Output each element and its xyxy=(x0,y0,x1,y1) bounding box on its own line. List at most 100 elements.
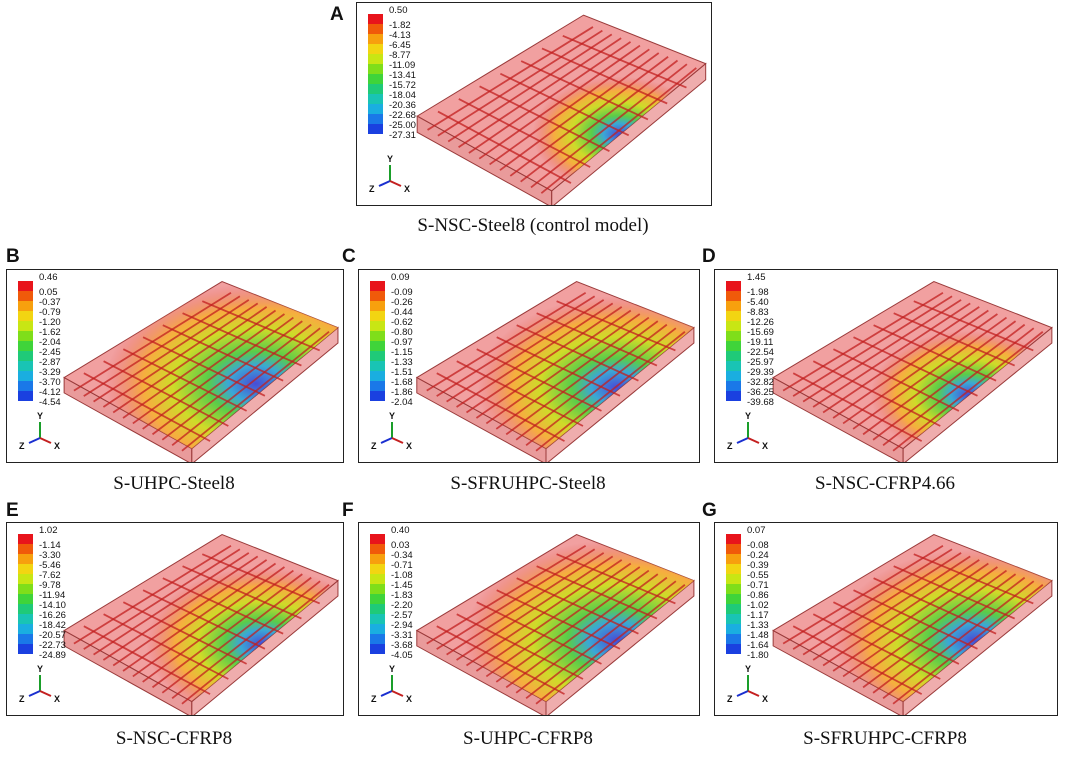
legend-swatch xyxy=(726,614,741,624)
legend-swatch xyxy=(18,351,33,361)
legend-swatch xyxy=(726,634,741,644)
contour-panel-b: 0.46 0.05 -0.37 -0.79 -1.20 -1.62 -2.04 -2.45 -2… xyxy=(6,269,344,463)
legend-swatch xyxy=(18,614,33,624)
legend-swatch xyxy=(726,391,741,401)
legend-value: -25.00 xyxy=(389,120,416,131)
legend-value: -36.25 xyxy=(747,387,774,398)
legend-swatch xyxy=(18,301,33,311)
legend-value: -1.02 xyxy=(747,600,769,611)
legend-value: 0.46 xyxy=(39,272,58,283)
legend-swatch xyxy=(18,534,33,544)
slab-model xyxy=(772,280,1053,462)
legend-value: -1.20 xyxy=(39,317,61,328)
legend-swatch xyxy=(18,331,33,341)
x-axis-arrow xyxy=(39,437,52,444)
legend-value: -15.72 xyxy=(389,80,416,91)
x-axis-arrow xyxy=(391,437,404,444)
panel-caption: S-UHPC-CFRP8 xyxy=(463,728,593,749)
legend-value: -0.24 xyxy=(747,550,769,561)
legend-value: -13.41 xyxy=(389,70,416,81)
legend-value: -2.04 xyxy=(39,337,61,348)
legend-value: -0.71 xyxy=(747,580,769,591)
slab-model xyxy=(63,280,339,462)
legend-value: -39.68 xyxy=(747,397,774,408)
legend-swatch xyxy=(370,381,385,391)
legend-swatch xyxy=(726,291,741,301)
legend-value: -3.68 xyxy=(391,640,413,651)
slab-model xyxy=(416,14,707,205)
x-axis-label: X xyxy=(54,441,60,451)
legend-value: -1.82 xyxy=(389,20,411,31)
y-axis-label: Y xyxy=(37,411,43,421)
legend-value: -22.68 xyxy=(389,110,416,121)
legend-value: -0.80 xyxy=(391,327,413,338)
legend-swatch xyxy=(726,534,741,544)
legend-swatch xyxy=(18,634,33,644)
legend-swatch xyxy=(370,311,385,321)
legend-value: -6.45 xyxy=(389,40,411,51)
legend-swatch xyxy=(368,94,383,104)
legend-swatch xyxy=(368,114,383,124)
x-axis-label: X xyxy=(762,441,768,451)
legend-swatch xyxy=(370,321,385,331)
slab-model xyxy=(415,280,695,462)
legend-value: -4.05 xyxy=(391,650,413,661)
legend-swatch xyxy=(726,564,741,574)
legend-value: -2.94 xyxy=(391,620,413,631)
legend-swatch xyxy=(18,564,33,574)
panel-letter: E xyxy=(6,500,19,521)
legend-swatch xyxy=(726,341,741,351)
axis-triad: Y Z X xyxy=(371,410,413,452)
legend-value: -2.04 xyxy=(391,397,413,408)
legend-value: -0.86 xyxy=(747,590,769,601)
x-axis-arrow xyxy=(391,690,404,697)
legend-swatch xyxy=(370,604,385,614)
legend-swatch xyxy=(726,301,741,311)
legend-value: -1.15 xyxy=(391,347,413,358)
y-axis-label: Y xyxy=(37,664,43,674)
legend-swatch xyxy=(726,311,741,321)
legend-value: 1.45 xyxy=(747,272,766,283)
legend-swatch xyxy=(370,554,385,564)
panel-letter: G xyxy=(702,500,717,521)
legend-swatch xyxy=(18,371,33,381)
legend-swatch xyxy=(726,281,741,291)
x-axis-label: X xyxy=(404,184,410,194)
legend-swatch xyxy=(370,301,385,311)
legend-swatch xyxy=(18,644,33,654)
legend-swatch xyxy=(370,574,385,584)
legend-value: 0.03 xyxy=(391,540,410,551)
legend-value: -0.37 xyxy=(39,297,61,308)
legend-swatch xyxy=(726,544,741,554)
axis-triad: Y Z X xyxy=(369,153,411,195)
slab-model xyxy=(415,533,695,715)
legend-swatch xyxy=(370,594,385,604)
legend-swatch xyxy=(18,341,33,351)
legend-value: -1.33 xyxy=(391,357,413,368)
z-axis-arrow xyxy=(380,437,393,444)
legend-value: -3.31 xyxy=(391,630,413,641)
legend-swatch xyxy=(370,624,385,634)
contour-panel-c: 0.09 -0.09 -0.26 -0.44 -0.62 -0.80 -0.97 -1.15-… xyxy=(358,269,700,463)
legend-swatch xyxy=(370,291,385,301)
legend-value: -0.97 xyxy=(391,337,413,348)
legend-value: -15.69 xyxy=(747,327,774,338)
legend-value: -22.54 xyxy=(747,347,774,358)
legend-value: -9.78 xyxy=(39,580,61,591)
legend-value: 0.50 xyxy=(389,5,408,16)
legend-value: -3.29 xyxy=(39,367,61,378)
x-axis-arrow xyxy=(747,437,760,444)
legend-swatch xyxy=(370,534,385,544)
legend-swatch xyxy=(370,564,385,574)
z-axis-label: Z xyxy=(371,694,377,704)
legend-swatch xyxy=(726,594,741,604)
legend-value: -11.94 xyxy=(39,590,66,601)
axis-triad: Y Z X xyxy=(727,663,769,705)
legend-value: -0.79 xyxy=(39,307,61,318)
legend-value: 0.40 xyxy=(391,525,410,536)
legend-value: -24.89 xyxy=(39,650,66,661)
legend-swatch xyxy=(726,351,741,361)
legend-swatch xyxy=(368,64,383,74)
z-axis-label: Z xyxy=(19,441,25,451)
panel-caption: S-SFRUHPC-Steel8 xyxy=(450,473,606,494)
